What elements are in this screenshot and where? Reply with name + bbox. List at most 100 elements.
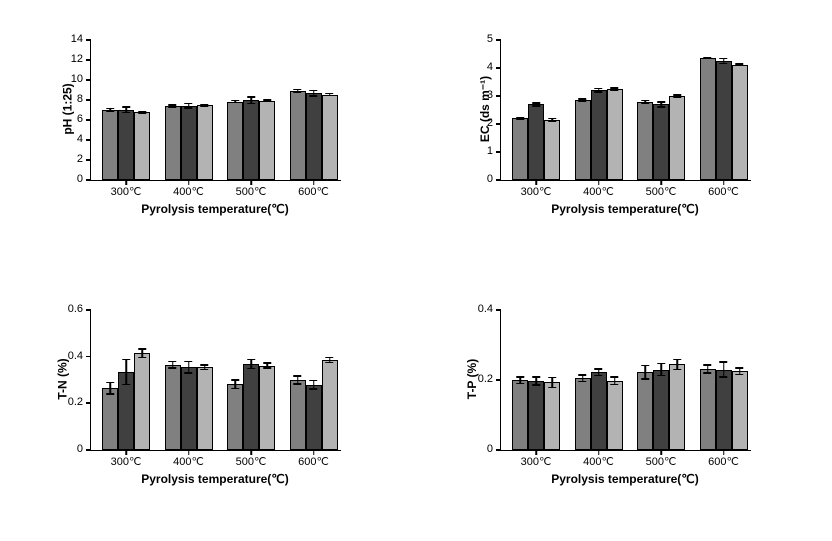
error-cap	[294, 383, 302, 385]
bar	[653, 370, 669, 451]
bar	[306, 93, 322, 180]
bar	[700, 369, 716, 450]
error-cap	[641, 102, 649, 104]
error-cap	[310, 95, 318, 97]
y-tick-label: 0	[77, 173, 83, 185]
bar	[512, 118, 528, 180]
bar	[306, 385, 322, 450]
x-axis-label: Pyrolysis temperature(℃)	[551, 472, 699, 486]
y-axis-label: pH (1:25)	[61, 83, 75, 134]
error-cap	[201, 364, 209, 366]
bar	[197, 367, 213, 450]
error-cap	[579, 374, 587, 376]
bar	[544, 120, 560, 180]
error-bar	[188, 361, 190, 373]
error-cap	[231, 379, 239, 381]
bar	[134, 112, 150, 180]
y-tick-label: 2	[77, 153, 83, 165]
error-cap	[704, 372, 712, 374]
error-cap	[169, 367, 177, 369]
panel-ph: 02468101214300℃400℃500℃600℃pH (1:25)Pyro…	[30, 30, 340, 205]
error-bar	[676, 359, 678, 370]
error-cap	[310, 380, 318, 382]
x-tick-label: 600℃	[708, 455, 739, 468]
tick-mark	[86, 179, 91, 181]
tick-mark	[496, 67, 501, 69]
x-tick-label: 600℃	[298, 455, 329, 468]
bar	[165, 106, 181, 180]
error-cap	[231, 102, 239, 104]
error-bar	[707, 58, 709, 59]
tick-mark	[496, 151, 501, 153]
error-cap	[247, 368, 255, 370]
bar	[607, 381, 623, 450]
error-cap	[736, 374, 744, 376]
error-cap	[720, 58, 728, 60]
error-bar	[519, 377, 521, 384]
error-bar	[598, 88, 600, 92]
error-cap	[579, 381, 587, 383]
x-axis-label: Pyrolysis temperature(℃)	[141, 202, 289, 216]
tick-mark	[86, 309, 91, 311]
bar	[243, 364, 259, 450]
error-cap	[201, 105, 209, 107]
error-cap	[106, 382, 114, 384]
error-cap	[310, 90, 318, 92]
error-bar	[234, 100, 236, 102]
error-cap	[294, 375, 302, 377]
tick-mark	[496, 95, 501, 97]
y-tick-label: 0.2	[478, 373, 493, 385]
y-tick-label: 0.4	[68, 350, 83, 362]
bar	[102, 388, 118, 450]
bar	[165, 365, 181, 450]
bar	[607, 89, 623, 180]
error-cap	[720, 63, 728, 65]
error-bar	[644, 365, 646, 379]
error-cap	[548, 377, 556, 379]
error-bar	[660, 363, 662, 376]
error-cap	[247, 96, 255, 98]
error-bar	[109, 382, 111, 394]
error-cap	[532, 384, 540, 386]
error-bar	[266, 363, 268, 369]
error-cap	[247, 359, 255, 361]
error-bar	[535, 377, 537, 385]
error-bar	[297, 376, 299, 384]
error-cap	[704, 364, 712, 366]
x-axis-label: Pyrolysis temperature(℃)	[141, 472, 289, 486]
error-bar	[125, 359, 127, 385]
error-cap	[263, 362, 271, 364]
x-tick-label: 500℃	[236, 185, 267, 198]
error-cap	[579, 101, 587, 103]
tick-mark	[496, 39, 501, 41]
error-bar	[313, 90, 315, 96]
error-bar	[204, 365, 206, 370]
bar	[669, 96, 685, 180]
error-cap	[704, 58, 712, 60]
error-cap	[673, 96, 681, 98]
error-bar	[660, 102, 662, 108]
x-tick-label: 500℃	[646, 185, 677, 198]
error-cap	[579, 98, 587, 100]
bar	[575, 100, 591, 180]
bar	[544, 382, 560, 450]
error-cap	[720, 361, 728, 363]
error-cap	[263, 367, 271, 369]
bar	[134, 353, 150, 450]
error-bar	[614, 377, 616, 385]
error-cap	[673, 369, 681, 371]
y-tick-label: 6	[77, 113, 83, 125]
bar	[732, 371, 748, 450]
tick-mark	[86, 79, 91, 81]
error-cap	[231, 388, 239, 390]
plot-area: 02468101214300℃400℃500℃600℃	[90, 40, 341, 181]
x-tick-label: 500℃	[646, 455, 677, 468]
bar	[181, 367, 197, 450]
x-tick-label: 400℃	[173, 185, 204, 198]
error-bar	[707, 365, 709, 373]
error-cap	[138, 357, 146, 359]
error-cap	[122, 384, 130, 386]
bar	[322, 95, 338, 181]
error-bar	[234, 380, 236, 389]
error-cap	[532, 102, 540, 104]
